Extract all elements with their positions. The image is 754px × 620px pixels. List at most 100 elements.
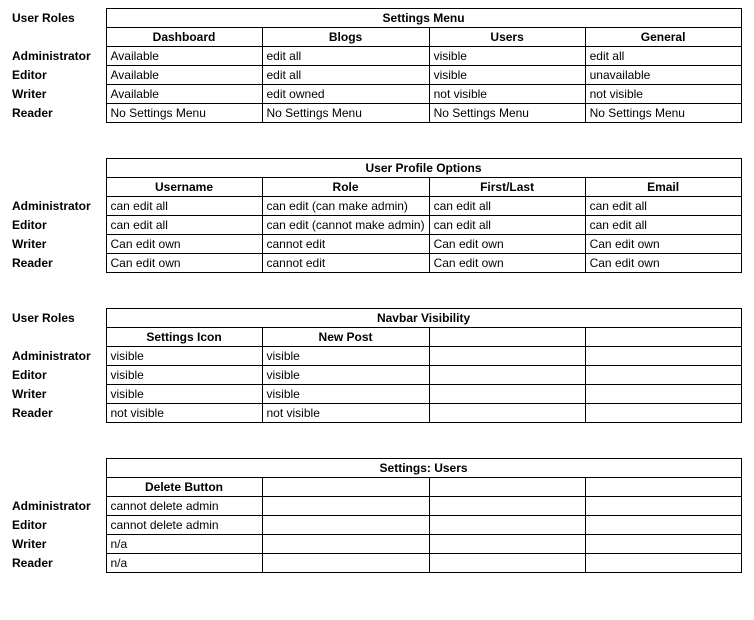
column-header: Username [106,178,262,197]
role-label: Reader [8,104,106,123]
column-header: Email [585,178,741,197]
data-cell: edit owned [262,85,429,104]
data-cell: can edit all [585,216,741,235]
data-cell: visible [262,385,429,404]
data-cell: Can edit own [106,235,262,254]
blank-cell [8,178,106,197]
column-header: Role [262,178,429,197]
data-cell: can edit all [106,216,262,235]
column-header: Dashboard [106,28,262,47]
data-cell [585,347,741,366]
user-roles-heading: User Roles [8,9,106,28]
data-cell: edit all [262,47,429,66]
data-cell: Available [106,47,262,66]
role-label: Writer [8,385,106,404]
data-cell: Available [106,85,262,104]
data-cell: No Settings Menu [585,104,741,123]
role-label: Writer [8,535,106,554]
blank-cell [8,28,106,47]
data-cell: Can edit own [429,254,585,273]
column-header [429,478,585,497]
data-cell: can edit all [585,197,741,216]
data-cell: No Settings Menu [106,104,262,123]
data-cell: cannot delete admin [106,497,262,516]
role-label: Editor [8,366,106,385]
data-cell: cannot edit [262,235,429,254]
data-cell: visible [262,366,429,385]
data-cell [429,347,585,366]
role-label: Reader [8,254,106,273]
data-cell [429,516,585,535]
blank-cell [8,159,106,178]
data-cell: Can edit own [106,254,262,273]
column-header: First/Last [429,178,585,197]
column-header: Blogs [262,28,429,47]
column-header: Users [429,28,585,47]
data-cell [585,516,741,535]
data-cell: edit all [262,66,429,85]
data-cell [429,404,585,423]
data-cell [429,554,585,573]
section-title: Settings Menu [106,9,741,28]
data-cell [429,366,585,385]
data-cell: edit all [585,47,741,66]
data-cell: Available [106,66,262,85]
section-title: Settings: Users [106,459,741,478]
column-header: General [585,28,741,47]
role-label: Reader [8,404,106,423]
section-title: User Profile Options [106,159,741,178]
data-cell: cannot delete admin [106,516,262,535]
data-cell [585,385,741,404]
data-cell: can edit (can make admin) [262,197,429,216]
column-header [585,328,741,347]
data-cell [262,497,429,516]
data-cell [429,497,585,516]
data-cell: can edit all [429,216,585,235]
data-cell: Can edit own [585,254,741,273]
data-cell: n/a [106,535,262,554]
data-cell: visible [106,385,262,404]
column-header [262,478,429,497]
column-header: Settings Icon [106,328,262,347]
role-label: Editor [8,516,106,535]
data-cell: visible [106,366,262,385]
section-title: Navbar Visibility [106,309,741,328]
data-cell: can edit all [106,197,262,216]
data-cell: visible [262,347,429,366]
role-label: Reader [8,554,106,573]
data-cell: visible [429,47,585,66]
data-cell: Can edit own [585,235,741,254]
data-cell [585,554,741,573]
permissions-spreadsheet: User RolesSettings MenuDashboardBlogsUse… [8,8,742,573]
role-label: Editor [8,216,106,235]
data-cell: not visible [585,85,741,104]
data-cell: n/a [106,554,262,573]
data-cell: not visible [429,85,585,104]
data-cell [262,554,429,573]
data-cell: visible [106,347,262,366]
data-cell [429,385,585,404]
blank-cell [8,459,106,478]
data-cell: can edit all [429,197,585,216]
role-label: Administrator [8,197,106,216]
role-label: Editor [8,66,106,85]
data-cell: not visible [106,404,262,423]
role-label: Writer [8,235,106,254]
data-cell: No Settings Menu [262,104,429,123]
data-cell [429,535,585,554]
user-roles-heading: User Roles [8,309,106,328]
data-cell: not visible [262,404,429,423]
column-header: New Post [262,328,429,347]
data-cell [262,535,429,554]
column-header [585,478,741,497]
data-cell [585,497,741,516]
data-cell: No Settings Menu [429,104,585,123]
data-cell: cannot edit [262,254,429,273]
blank-cell [8,328,106,347]
role-label: Administrator [8,497,106,516]
data-cell [262,516,429,535]
blank-cell [8,478,106,497]
role-label: Writer [8,85,106,104]
column-header: Delete Button [106,478,262,497]
role-label: Administrator [8,47,106,66]
